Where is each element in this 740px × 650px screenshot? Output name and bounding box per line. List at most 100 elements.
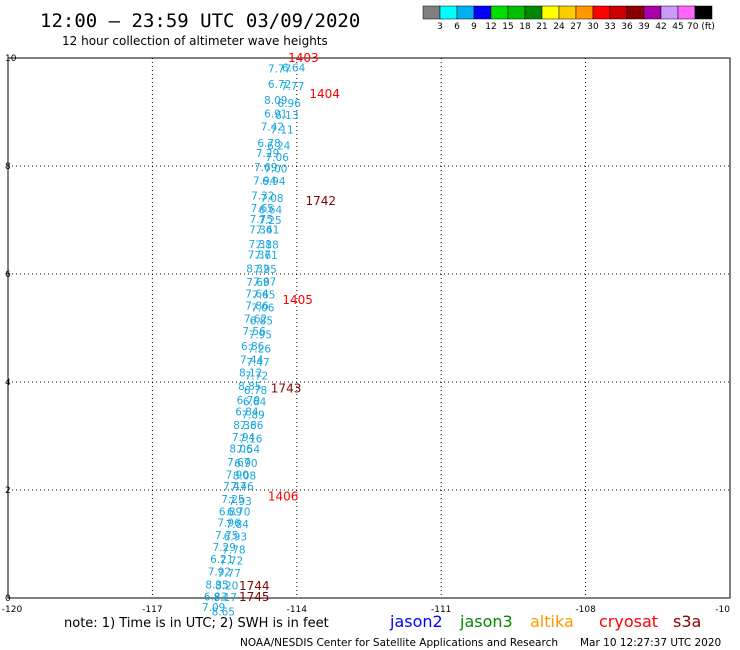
wave-height-point: 6.86 [241, 341, 265, 353]
grid-lines [8, 58, 730, 598]
wave-height-point: 6.91 [264, 109, 287, 121]
wave-height-point: 7.96 [217, 517, 241, 529]
x-tick-label: -117 [142, 605, 162, 615]
timestamp: Mar 10 12:27:37 UTC 2020 [580, 637, 721, 649]
colorbar-label: 9 [471, 22, 477, 32]
wave-height-point: 7.72 [245, 371, 268, 383]
satellite-label-altika: altika [530, 612, 574, 631]
y-tick-label: 6 [5, 270, 11, 280]
wave-height-point: 7.89 [241, 409, 264, 421]
wave-height-point: 7.77 [217, 568, 240, 580]
wave-height-point: 7.25 [258, 215, 281, 227]
wave-height-point: 7.95 [253, 264, 276, 276]
wave-height-point: 6.64 [282, 63, 306, 75]
wave-height-point: 7.61 [254, 250, 277, 262]
wave-height-point: 6.93 [224, 531, 247, 543]
wave-height-point: 7.32 [251, 191, 274, 203]
credit-line: NOAA/NESDIS Center for Satellite Applica… [240, 637, 558, 649]
colorbar-swatch [694, 5, 713, 20]
colorbar-swatch [609, 5, 628, 20]
wave-height-point: 7.16 [239, 434, 263, 446]
satellite-label-jason2: jason2 [389, 612, 443, 631]
wave-height-point: 8.06 [229, 443, 253, 455]
y-tick-label: 0 [5, 594, 11, 604]
wave-height-point: 7.34 [249, 225, 273, 237]
colorbar-swatch [592, 5, 611, 20]
wave-height-point: 7.86 [240, 420, 264, 432]
wave-height-point: 7.75 [250, 214, 273, 226]
time-label: 1405 [282, 293, 313, 307]
colorbar-label: 15 [502, 22, 513, 32]
wave-height-point: 8.20 [215, 581, 238, 593]
wave-height-point: 8.85 [238, 381, 261, 393]
wave-height-point: 7.08 [260, 193, 283, 205]
wave-height-point: 6.78 [244, 385, 267, 397]
wave-height-points: 7.776.646.727.778.096.966.916.137.427.11… [202, 63, 306, 619]
wave-height-point: 7.25 [221, 494, 244, 506]
chart-subtitle: 12 hour collection of altimeter wave hei… [62, 34, 328, 48]
colorbar-swatch [660, 5, 679, 20]
wave-height-point: 8.65 [212, 607, 235, 619]
wave-height-point: 6.84 [235, 407, 259, 419]
wave-height-point: 7.31 [249, 239, 272, 251]
time-label: 1742 [305, 194, 336, 208]
colorbar-swatch [507, 5, 526, 20]
time-label: 1406 [268, 489, 299, 503]
colorbar-swatch [677, 5, 696, 20]
colorbar-swatch [473, 5, 492, 20]
wave-height-point: 7.69 [246, 277, 269, 289]
x-tick-label: -111 [431, 605, 451, 615]
wave-height-point: 7.06 [251, 302, 275, 314]
wave-height-point: 7.92 [208, 567, 231, 579]
wave-height-point: 7.65 [251, 203, 274, 215]
wave-height-point: 8.09 [264, 95, 287, 107]
wave-height-point: 7.88 [255, 239, 278, 251]
time-label: 1404 [309, 87, 340, 101]
wave-height-point: 8.12 [239, 367, 262, 379]
wave-height-point: 7.56 [242, 326, 266, 338]
wave-height-point: 6.89 [219, 507, 242, 519]
colorbar-label: 6 [454, 22, 460, 32]
colorbar-label: 42 [655, 22, 666, 32]
wave-height-point: 7.77 [268, 63, 291, 75]
y-tick-label: 10 [5, 54, 17, 64]
y-tick-label: 8 [5, 162, 11, 172]
colorbar-label: 36 [621, 22, 633, 32]
time-label: 1743 [271, 381, 302, 395]
colorbar-label: 45 [672, 22, 683, 32]
wave-height-point: 6.94 [262, 176, 286, 188]
wave-height-point: 7.37 [248, 250, 271, 262]
colorbar-label: 24 [553, 22, 565, 32]
satellite-legend: jason2 jason3 altika cryosat s3a [389, 612, 701, 631]
colorbar-swatch [626, 5, 645, 20]
wave-height-point: 8.17 [214, 592, 237, 604]
satellite-label-s3a: s3a [673, 612, 701, 631]
wave-height-point: 6.64 [259, 205, 283, 217]
wave-height-point: 7.78 [222, 544, 245, 556]
satellite-label-jason3: jason3 [459, 612, 513, 631]
colorbar-label: 33 [604, 22, 615, 32]
x-axis-ticks: -120 -117 -114 -111 -108 -10 [2, 605, 730, 615]
y-axis-ticks: 0 2 4 6 8 10 [5, 54, 17, 604]
wave-height-point: 7.93 [228, 496, 251, 508]
colorbar-label: 12 [485, 22, 496, 32]
wave-height-point: 7.94 [253, 176, 277, 188]
colorbar-swatch [541, 5, 560, 20]
colorbar-label: 27 [570, 22, 581, 32]
footer-note: note: 1) Time is in UTC; 2) SWH is in fe… [64, 616, 329, 631]
colorbar-label: 18 [519, 22, 531, 32]
wave-height-point: 6.64 [243, 396, 267, 408]
wave-height-point: 8.35 [205, 580, 228, 592]
wave-height-point: 8.32 [246, 264, 269, 276]
colorbar-swatch [643, 5, 662, 20]
time-label: 1744 [239, 579, 270, 593]
wave-height-point: 7.65 [252, 290, 275, 302]
wave-height-point: 7.26 [248, 344, 272, 356]
wave-height-point: 7.29 [213, 542, 236, 554]
wave-height-point: 6.96 [278, 98, 302, 110]
wave-height-point: 7.11 [270, 124, 293, 136]
wave-height-point: 7.75 [215, 530, 238, 542]
wave-height-point: 7.94 [232, 432, 256, 444]
